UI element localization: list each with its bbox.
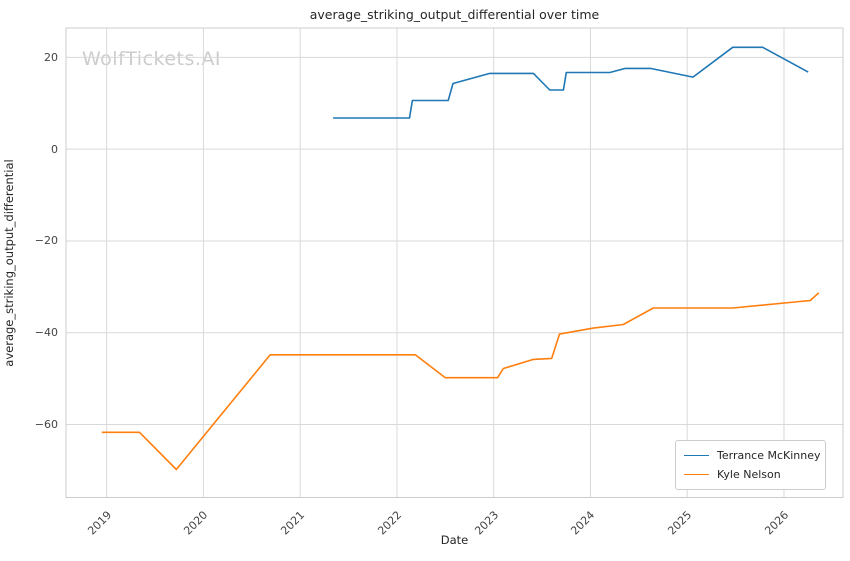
chart-title: average_striking_output_differential ove… [309,7,600,22]
y-tick-label: 20 [44,50,58,64]
legend-label: Terrance McKinney [717,449,821,462]
legend: Terrance McKinney Kyle Nelson [675,440,826,490]
legend-label: Kyle Nelson [717,468,781,481]
y-tick-label: −40 [34,326,58,340]
y-tick-label: 0 [51,142,58,156]
series-line-kyle-nelson [101,292,820,471]
legend-line-swatch [684,474,709,475]
series-line-terrance-mckinney [333,46,809,119]
legend-entry: Terrance McKinney [684,446,821,465]
legend-entry: Kyle Nelson [684,465,817,484]
y-tick-label: −20 [34,234,58,248]
y-tick-label: −60 [34,418,58,432]
x-axis-label: Date [440,533,469,547]
plot-border [65,27,844,498]
watermark: WolfTickets.AI [82,48,222,70]
legend-line-swatch [684,455,709,456]
